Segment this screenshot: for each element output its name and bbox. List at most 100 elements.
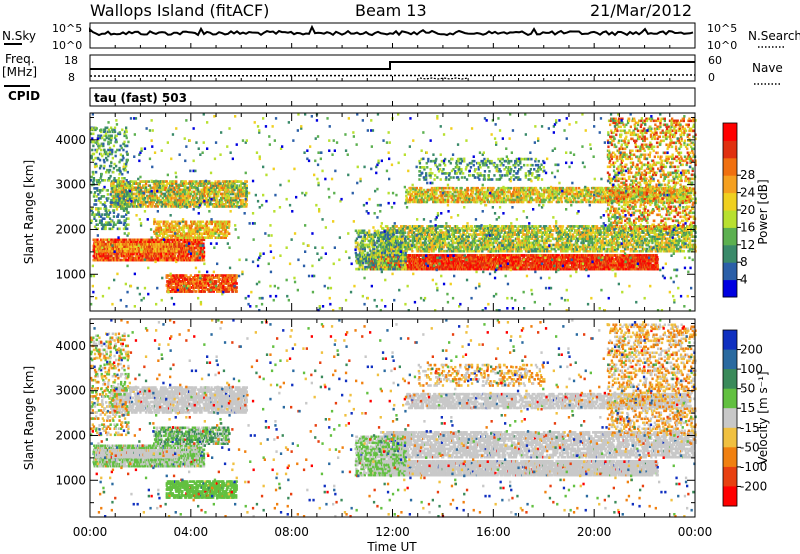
echo-cell xyxy=(122,149,124,152)
echo-cell xyxy=(100,149,102,152)
noise-right-tick-top: 10^5 xyxy=(707,22,737,35)
echo-cell xyxy=(95,199,97,202)
echo-cell xyxy=(121,215,123,218)
freq-left-tick-top: 18 xyxy=(64,54,78,67)
freq-right-tick-top: 60 xyxy=(708,54,722,67)
echo-cell xyxy=(118,197,120,200)
echo-cell xyxy=(104,239,106,242)
echo-cell xyxy=(109,169,111,172)
echo-cell xyxy=(127,185,129,188)
echo-cell xyxy=(103,217,105,220)
echo-cell xyxy=(97,223,99,226)
echo-cell xyxy=(143,250,145,253)
echo-cell xyxy=(160,221,162,224)
echo-cell xyxy=(206,221,208,224)
echo-cell xyxy=(113,167,115,170)
echo-cell xyxy=(104,179,106,182)
echo-cell xyxy=(120,221,122,224)
echo-cell xyxy=(127,197,129,200)
echo-cell xyxy=(178,243,180,246)
echo-cell xyxy=(195,290,197,293)
echo-cell xyxy=(95,203,97,206)
echo-cell xyxy=(103,161,105,164)
echo-cell xyxy=(93,213,95,216)
nave-label: Nave xyxy=(752,61,783,75)
echo-cell xyxy=(103,195,105,198)
echo-cell xyxy=(114,131,116,134)
echo-cell xyxy=(110,223,112,226)
echo-cell xyxy=(116,141,118,144)
echo-cell xyxy=(117,213,119,216)
echo-cell xyxy=(113,209,115,212)
echo-cell xyxy=(236,286,238,289)
echo-cell xyxy=(91,219,93,222)
echo-cell xyxy=(115,155,117,158)
echo-cell xyxy=(105,207,107,210)
echo-cell xyxy=(126,228,128,231)
echo-cell xyxy=(91,207,93,210)
echo-cell xyxy=(95,219,97,222)
echo-cell xyxy=(121,173,123,176)
echo-cell xyxy=(203,247,205,250)
echo-cell xyxy=(101,137,103,140)
echo-cell xyxy=(101,155,103,158)
echo-cell xyxy=(102,143,104,146)
echo-cell xyxy=(122,157,124,160)
echo-cell xyxy=(101,173,103,176)
echo-cell xyxy=(99,189,101,192)
echo-cell xyxy=(95,171,97,174)
echo-cell xyxy=(93,177,95,180)
echo-cell xyxy=(242,199,244,202)
echo-cell xyxy=(167,221,169,224)
echo-cell xyxy=(118,149,120,152)
echo-cell xyxy=(118,228,120,231)
echo-cell xyxy=(117,193,119,196)
freq-label: Freq. xyxy=(5,52,35,66)
echo-cell xyxy=(114,239,116,242)
echo-cell xyxy=(111,135,113,138)
freq-unit-label: [MHz] xyxy=(2,65,37,79)
echo-cell xyxy=(127,223,129,226)
noise-left-tick-bottom: 10^0 xyxy=(52,39,82,52)
noise-left-tick-top: 10^5 xyxy=(52,22,82,35)
echo-cell xyxy=(127,141,129,144)
echo-cell xyxy=(148,180,150,183)
echo-cell xyxy=(219,182,221,185)
echo-cell xyxy=(118,177,120,180)
echo-cell xyxy=(126,131,128,134)
echo-cell xyxy=(123,177,125,180)
echo-cell xyxy=(219,278,221,281)
echo-cell xyxy=(92,159,94,162)
echo-cell xyxy=(203,259,205,262)
noise-right-tick-bottom: 10^0 xyxy=(707,39,737,52)
echo-cell xyxy=(246,203,248,206)
echo-cell xyxy=(125,169,127,172)
echo-cell xyxy=(110,205,112,208)
echo-cell xyxy=(101,213,103,216)
echo-cell xyxy=(92,133,94,136)
echo-cell xyxy=(215,280,217,283)
echo-cell xyxy=(202,221,204,224)
beam-label: Beam 13 xyxy=(355,1,427,20)
echo-cell xyxy=(107,193,109,196)
echo-cell xyxy=(236,290,238,293)
echo-cell xyxy=(236,274,238,277)
echo-cell xyxy=(100,165,102,168)
echo-cell xyxy=(108,250,110,253)
echo-cell xyxy=(127,217,129,220)
echo-cell xyxy=(167,234,169,237)
echo-cell xyxy=(246,180,248,183)
echo-cell xyxy=(103,165,105,168)
nsearch-label: N.Search xyxy=(748,29,800,43)
echo-cell xyxy=(111,187,113,190)
echo-cell xyxy=(246,195,248,198)
echo-cell xyxy=(126,205,128,208)
echo-cell xyxy=(92,145,94,148)
echo-cell xyxy=(114,127,116,130)
echo-cell xyxy=(115,165,117,168)
echo-cell xyxy=(115,223,117,226)
echo-cell xyxy=(92,171,94,174)
nave-dip xyxy=(420,78,468,79)
echo-cell xyxy=(107,189,109,192)
